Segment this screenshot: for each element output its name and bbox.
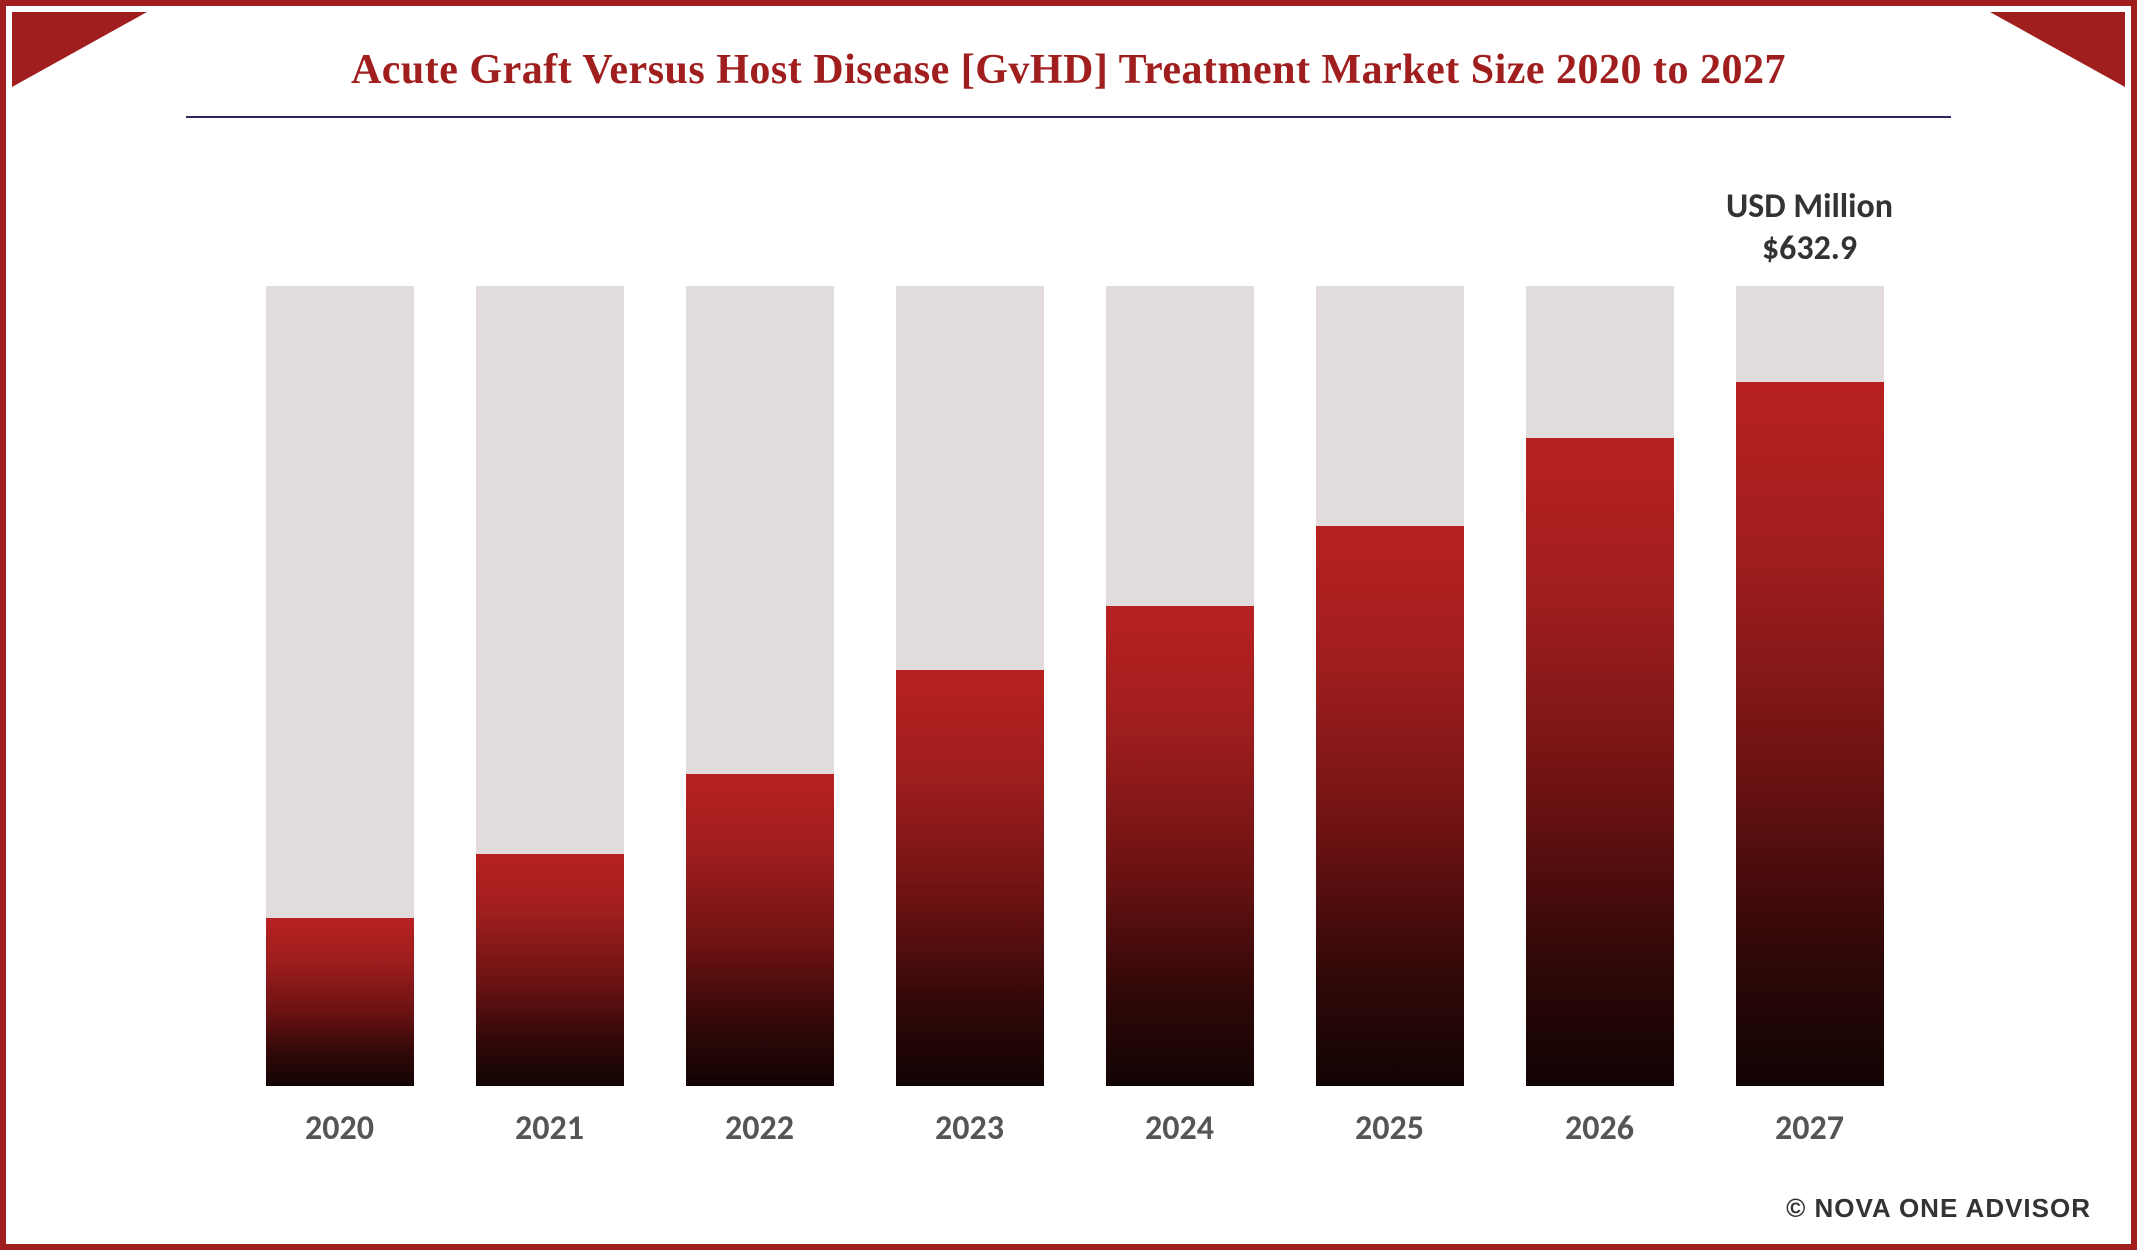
bar-slot [1526,286,1674,1086]
bar-fill [1316,526,1464,1086]
x-axis-label: 2025 [1316,1108,1464,1149]
copyright-text: © NOVA ONE ADVISOR [1786,1193,2091,1224]
bar-slot [476,286,624,1086]
bar-fill [1526,438,1674,1086]
bar-slot [1736,286,1884,1086]
bar-slot [1316,286,1464,1086]
bar-slot [896,286,1044,1086]
bar-slot [1106,286,1254,1086]
bar-slot [686,286,834,1086]
title-underline [186,116,1951,118]
bar-fill [1106,606,1254,1086]
bar-fill [686,774,834,1086]
chart-frame: Acute Graft Versus Host Disease [GvHD] T… [0,0,2137,1250]
bar-fill [476,854,624,1086]
x-axis-label: 2022 [686,1108,834,1149]
x-axis-label: 2023 [896,1108,1044,1149]
x-axis-label: 2027 [1736,1108,1884,1149]
bar-slot [266,286,414,1086]
final-value-label: $632.9 [1696,228,1924,269]
bar-fill [266,918,414,1086]
bar-fill [896,670,1044,1086]
x-axis-label: 2026 [1526,1108,1674,1149]
x-axis-label: 2024 [1106,1108,1254,1149]
unit-label: USD Million [1696,186,1924,227]
chart-title: Acute Graft Versus Host Disease [GvHD] T… [6,46,2131,94]
x-axis-label: 2020 [266,1108,414,1149]
bar-fill [1736,382,1884,1086]
chart-plot-area [266,286,1884,1086]
x-axis-label: 2021 [476,1108,624,1149]
